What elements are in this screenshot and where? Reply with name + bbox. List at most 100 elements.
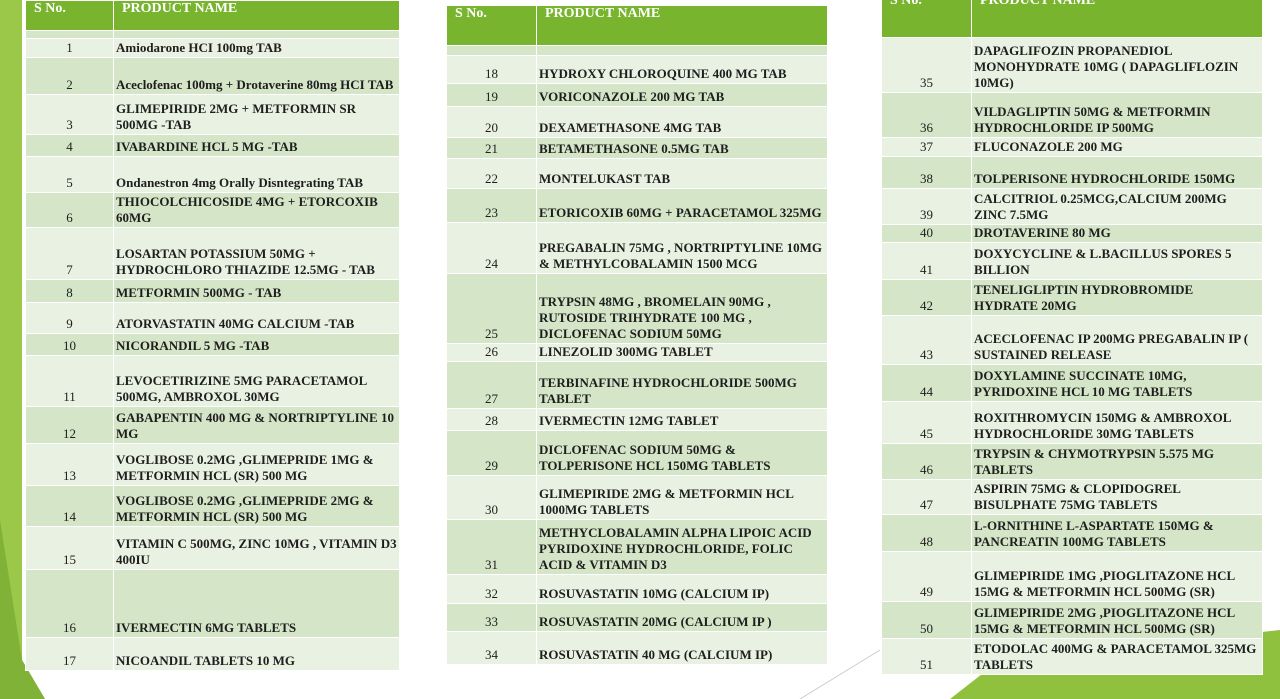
product-row: 32 ROSUVASTATIN 10MG (CALCIUM IP) (446, 574, 828, 604)
product-name: ETORICOXIB 60MG + PARACETAMOL 325MG (536, 188, 828, 223)
product-row: 14 VOGLIBOSE 0.2MG ,GLIMEPRIDE 2MG & METF… (25, 485, 400, 527)
product-row: 47 ASPIRIN 75MG & CLOPIDOGREL BISULPHATE … (881, 479, 1263, 515)
product-name: TENELIGLIPTIN HYDROBROMIDE HYDRATE 20MG (971, 279, 1263, 316)
product-row: 6 THIOCOLCHICOSIDE 4MG + ETORCOXIB 60MG (25, 192, 400, 228)
product-row: 1 Amiodarone HCI 100mg TAB (25, 38, 400, 58)
serial-number: 41 (881, 242, 972, 280)
serial-number: 37 (881, 137, 972, 157)
product-name: BETAMETHASONE 0.5MG TAB (536, 137, 828, 159)
spacer-row (25, 30, 400, 39)
product-table: S No. PRODUCT NAME 1 Amiodarone HCI 100mg T… (25, 0, 400, 671)
product-row: 41 DOXYCYCLINE & L.BACILLUS SPORES 5 BILL… (881, 242, 1263, 280)
serial-number: 36 (881, 92, 972, 138)
product-name: GABAPENTIN 400 MG & NORTRIPTYLINE 10 MG (113, 406, 400, 444)
product-name: GLIMEPIRIDE 2MG ,PIOGLITAZONE HCL 15MG &… (971, 601, 1263, 639)
product-name: ETODOLAC 400MG & PARACETAMOL 325MG TABLE… (971, 638, 1263, 675)
product-name: HYDROXY CHLOROQUINE 400 MG TAB (536, 55, 828, 84)
serial-number: 7 (25, 227, 114, 280)
spacer-cell (446, 45, 537, 56)
serial-number: 40 (881, 224, 972, 243)
product-row: 9 ATORVASTATIN 40MG CALCIUM -TAB (25, 302, 400, 334)
serial-number: 34 (446, 631, 537, 665)
serial-number: 47 (881, 479, 972, 515)
header-sno: S No. (25, 0, 114, 31)
header-sno: S No. (881, 0, 972, 38)
serial-number: 19 (446, 83, 537, 107)
serial-number: 2 (25, 57, 114, 95)
product-name: TOLPERISONE HYDROCHLORIDE 150MG (971, 156, 1263, 189)
product-name: Aceclofenac 100mg + Drotaverine 80mg HCI… (113, 57, 400, 95)
left-green-corner (0, 520, 45, 699)
product-name: TRYPSIN 48MG , BROMELAIN 90MG , RUTOSIDE… (536, 273, 828, 344)
serial-number: 18 (446, 55, 537, 84)
product-name: Amiodarone HCI 100mg TAB (113, 38, 400, 58)
product-name: VITAMIN C 500MG, ZINC 10MG , VITAMIN D3 … (113, 526, 400, 570)
product-name: ROSUVASTATIN 10MG (CALCIUM IP) (536, 574, 828, 604)
serial-number: 38 (881, 156, 972, 189)
product-row: 33 ROSUVASTATIN 20MG (CALCIUM IP ) (446, 603, 828, 632)
header-row: S No. PRODUCT NAME (446, 5, 828, 46)
spacer-cell (25, 30, 114, 39)
product-row: 13 VOGLIBOSE 0.2MG ,GLIMEPRIDE 1MG & METF… (25, 443, 400, 486)
serial-number: 17 (25, 637, 114, 671)
left-green-band (0, 0, 45, 699)
product-name: MONTELUKAST TAB (536, 158, 828, 189)
product-row: 40 DROTAVERINE 80 MG (881, 224, 1263, 243)
serial-number: 8 (25, 279, 114, 303)
serial-number: 13 (25, 443, 114, 486)
product-row: 37 FLUCONAZOLE 200 MG (881, 137, 1263, 157)
serial-number: 33 (446, 603, 537, 632)
serial-number: 49 (881, 551, 972, 602)
product-row: 31 METHYCLOBALAMIN ALPHA LIPOIC ACID PYRI… (446, 519, 828, 575)
serial-number: 11 (25, 355, 114, 407)
product-name: CALCITRIOL 0.25MCG,CALCIUM 200MG ZINC 7.… (971, 188, 1263, 225)
product-row: 39 CALCITRIOL 0.25MCG,CALCIUM 200MG ZINC … (881, 188, 1263, 225)
product-row: 15 VITAMIN C 500MG, ZINC 10MG , VITAMIN D… (25, 526, 400, 570)
product-table: S No. PRODUCT NAME 35 DAPAGLIFOZIN PROPANED… (881, 0, 1263, 675)
serial-number: 30 (446, 475, 537, 520)
product-name: METFORMIN 500MG - TAB (113, 279, 400, 303)
product-name: DOXYCYCLINE & L.BACILLUS SPORES 5 BILLIO… (971, 242, 1263, 280)
product-name: IVABARDINE HCL 5 MG -TAB (113, 134, 400, 157)
product-name: ROXITHROMYCIN 150MG & AMBROXOL HYDROCHLO… (971, 401, 1263, 444)
product-row: 28 IVERMECTIN 12MG TABLET (446, 408, 828, 431)
serial-number: 43 (881, 315, 972, 365)
product-table: S No. PRODUCT NAME 18 HYDROXY CHLOROQUINE 4… (446, 5, 828, 665)
product-row: 10 NICORANDIL 5 MG -TAB (25, 333, 400, 356)
serial-number: 24 (446, 222, 537, 274)
header-product: PRODUCT NAME (971, 0, 1263, 38)
serial-number: 48 (881, 514, 972, 552)
serial-number: 29 (446, 430, 537, 476)
product-row: 18 HYDROXY CHLOROQUINE 400 MG TAB (446, 55, 828, 84)
serial-number: 21 (446, 137, 537, 159)
product-row: 21 BETAMETHASONE 0.5MG TAB (446, 137, 828, 159)
product-name: FLUCONAZOLE 200 MG (971, 137, 1263, 157)
serial-number: 45 (881, 401, 972, 444)
product-name: DEXAMETHASONE 4MG TAB (536, 106, 828, 138)
product-name: DAPAGLIFOZIN PROPANEDIOL MONOHYDRATE 10M… (971, 37, 1263, 93)
product-row: 46 TRYPSIN & CHYMOTRYPSIN 5.575 MG TABLET… (881, 443, 1263, 480)
product-name: VILDAGLIPTIN 50MG & METFORMIN HYDROCHLOR… (971, 92, 1263, 138)
product-name: GLIMEPIRIDE 2MG + METFORMIN SR 500MG -TA… (113, 94, 400, 135)
product-row: 51 ETODOLAC 400MG & PARACETAMOL 325MG TAB… (881, 638, 1263, 675)
product-name: LINEZOLID 300MG TABLET (536, 343, 828, 362)
serial-number: 31 (446, 519, 537, 575)
product-name: TERBINAFINE HYDROCHLORIDE 500MG TABLET (536, 361, 828, 409)
header-row: S No. PRODUCT NAME (881, 0, 1263, 38)
serial-number: 51 (881, 638, 972, 675)
product-name: LOSARTAN POTASSIUM 50MG + HYDROCHLORO TH… (113, 227, 400, 280)
serial-number: 14 (25, 485, 114, 527)
product-name: VORICONAZOLE 200 MG TAB (536, 83, 828, 107)
header-product: PRODUCT NAME (113, 0, 400, 31)
product-row: 3 GLIMEPIRIDE 2MG + METFORMIN SR 500MG -T… (25, 94, 400, 135)
spacer-row (446, 45, 828, 56)
product-name: METHYCLOBALAMIN ALPHA LIPOIC ACID PYRIDO… (536, 519, 828, 575)
product-name: IVERMECTIN 6MG TABLETS (113, 569, 400, 638)
product-row: 5 Ondanestron 4mg Orally Disntegrating TA… (25, 156, 400, 193)
product-name: GLIMEPIRIDE 2MG & METFORMIN HCL 1000MG T… (536, 475, 828, 520)
serial-number: 35 (881, 37, 972, 93)
decor-line (799, 649, 881, 699)
serial-number: 15 (25, 526, 114, 570)
product-row: 30 GLIMEPIRIDE 2MG & METFORMIN HCL 1000MG… (446, 475, 828, 520)
